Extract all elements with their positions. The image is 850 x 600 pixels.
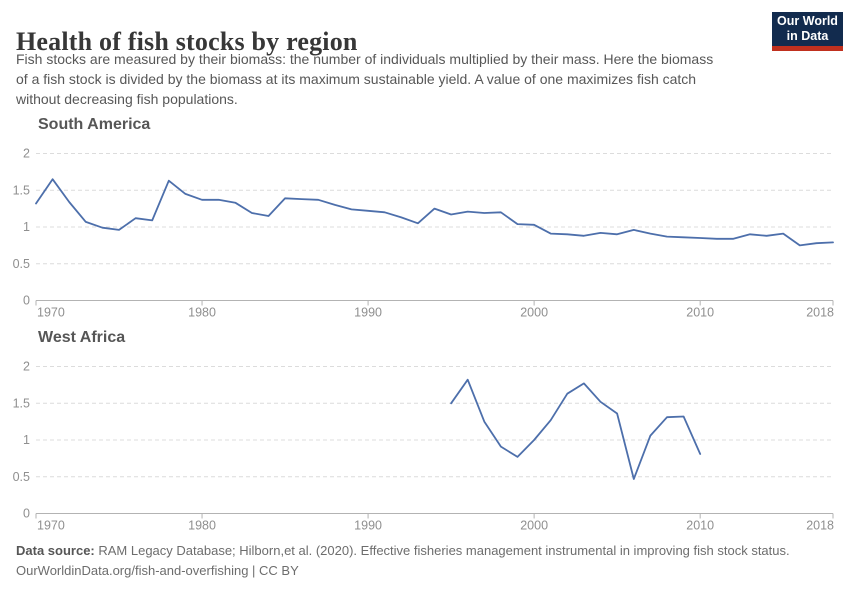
data-line — [35, 178, 834, 247]
license-line: OurWorldinData.org/fish-and-overfishing … — [16, 563, 299, 578]
x-tick-label: 2018 — [806, 306, 834, 320]
y-tick-label: 2 — [23, 147, 30, 161]
y-tick-label: 0 — [23, 294, 30, 308]
data-source-text: RAM Legacy Database; Hilborn,et al. (202… — [94, 543, 790, 558]
subtitle-line: of a fish stock is divided by the biomas… — [16, 71, 697, 87]
x-tick-label: 1970 — [37, 519, 65, 533]
owid-logo: Our World in Data — [772, 12, 843, 51]
y-tick-label: 0.5 — [13, 470, 30, 484]
chart-footer: Data source: RAM Legacy Database; Hilbor… — [16, 541, 790, 581]
x-tick-label: 2018 — [806, 519, 834, 533]
x-tick-label: 1980 — [188, 306, 216, 320]
x-tick-label: 1970 — [37, 306, 65, 320]
west-africa-line-chart: 0 0.5 1 1.5 2 1970 1980 1990 2000 2010 2018 — [13, 360, 834, 533]
y-tick-label: 1.5 — [13, 183, 30, 197]
y-tick-label: 1 — [23, 220, 30, 234]
y-tick-label: 0.5 — [13, 257, 30, 271]
data-source-label: Data source: — [16, 543, 95, 558]
y-tick-label: 0 — [23, 507, 30, 521]
owid-logo-line2: in Data — [786, 29, 829, 43]
data-source-line: Data source: RAM Legacy Database; Hilbor… — [16, 541, 790, 561]
y-tick-label: 1 — [23, 433, 30, 447]
x-tick-label: 2010 — [686, 519, 714, 533]
data-line — [450, 378, 702, 480]
subtitle-line: without decreasing fish populations. — [16, 91, 238, 107]
x-tick-label: 1990 — [354, 519, 382, 533]
y-tick-label: 1.5 — [13, 396, 30, 410]
x-tick-label: 2000 — [520, 519, 548, 533]
x-tick-label: 2010 — [686, 306, 714, 320]
x-tick-label: 1980 — [188, 519, 216, 533]
south-america-line-chart: 0 0.5 1 1.5 2 1970 1980 1990 2000 2010 2018 — [13, 147, 834, 320]
y-tick-label: 2 — [23, 360, 30, 374]
chart-subtitle: Fish stocks are measured by their biomas… — [16, 49, 713, 109]
page-title: Health of fish stocks by region — [16, 27, 358, 57]
x-tick-label: 2000 — [520, 306, 548, 320]
subtitle-line: Fish stocks are measured by their biomas… — [16, 51, 714, 67]
chart-title-west-africa: West Africa — [38, 329, 126, 346]
owid-logo-line1: Our World — [777, 14, 838, 28]
chart-title-south-america: South America — [38, 116, 151, 133]
x-tick-label: 1990 — [354, 306, 382, 320]
